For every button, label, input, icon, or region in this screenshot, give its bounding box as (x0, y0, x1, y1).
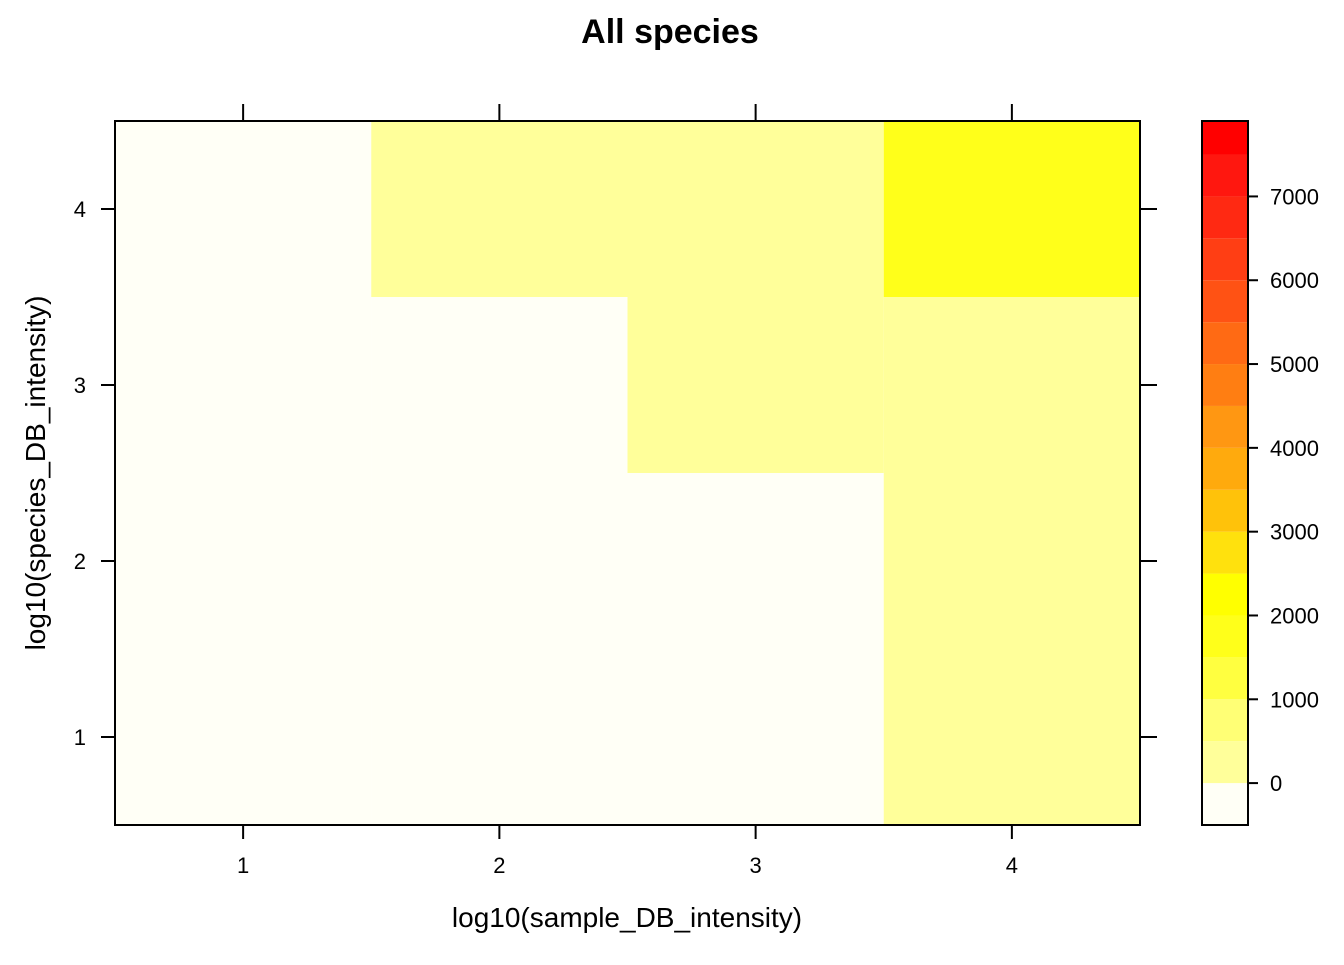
colorbar-swatch (1202, 489, 1248, 532)
colorbar-tick-label: 3000 (1270, 520, 1319, 545)
heatmap-cell (627, 649, 884, 825)
colorbar-swatch (1202, 657, 1248, 700)
heatmap-cell (371, 649, 628, 825)
colorbar-swatch (1202, 196, 1248, 239)
colorbar-swatch (1202, 447, 1248, 490)
colorbar-tick-label: 7000 (1270, 184, 1319, 209)
heatmap-cell (115, 473, 372, 649)
colorbar: 0 1000 2000 3000 4000 5000 6000 7000 (1201, 120, 1319, 826)
colorbar-swatch (1202, 615, 1248, 658)
colorbar-swatch (1202, 741, 1248, 784)
y-tick-label: 1 (74, 725, 86, 750)
heatmap-cell (627, 121, 884, 297)
y-tick-label: 3 (74, 373, 86, 398)
colorbar-tick-label: 0 (1270, 771, 1282, 796)
chart-title: All species (581, 13, 759, 51)
colorbar-swatch (1202, 121, 1248, 155)
y-axis-title: log10(species_DB_intensity) (20, 296, 51, 651)
colorbar-tick-label: 5000 (1270, 352, 1319, 377)
heatmap-cell (115, 649, 372, 825)
heatmap-cell (627, 473, 884, 649)
colorbar-swatch (1202, 364, 1248, 406)
colorbar-swatch (1202, 322, 1248, 365)
colorbar-swatch (1202, 531, 1248, 574)
y-tick-label: 4 (74, 197, 86, 222)
heatmap-cell (883, 121, 1140, 297)
colorbar-frame (1201, 120, 1249, 826)
colorbar-tick-label: 6000 (1270, 268, 1319, 293)
x-tick-label: 4 (1006, 853, 1018, 878)
x-tick-label: 3 (750, 853, 762, 878)
colorbar-swatch (1202, 154, 1248, 197)
colorbar-swatch (1202, 699, 1248, 742)
heatmap-cell (883, 649, 1140, 825)
x-axis-ticks: 1 2 3 4 (237, 104, 1018, 878)
heatmap-cells (115, 121, 1140, 825)
heatmap-cell (371, 121, 628, 297)
colorbar-swatch (1202, 405, 1248, 448)
y-axis-ticks: 1 2 3 4 (74, 197, 1157, 750)
heatmap-cell (115, 121, 372, 297)
heatmap-cell (883, 473, 1140, 649)
heatmap-cell (627, 297, 884, 473)
colorbar-swatch (1202, 783, 1248, 825)
heatmap-cell (371, 473, 628, 649)
colorbar-swatch (1202, 573, 1248, 616)
heatmap-cell (115, 297, 372, 473)
colorbar-tick-label: 1000 (1270, 687, 1319, 712)
y-tick-label: 2 (74, 549, 86, 574)
plot-frame (114, 120, 1141, 826)
x-axis-title: log10(sample_DB_intensity) (452, 902, 802, 933)
colorbar-tick-label: 2000 (1270, 603, 1319, 628)
heatmap-cell (883, 297, 1140, 473)
heatmap-cell (371, 297, 628, 473)
colorbar-swatch (1202, 280, 1248, 323)
colorbar-swatch (1202, 238, 1248, 281)
x-tick-label: 2 (493, 853, 505, 878)
colorbar-tick-label: 4000 (1270, 436, 1319, 461)
x-tick-label: 1 (237, 853, 249, 878)
